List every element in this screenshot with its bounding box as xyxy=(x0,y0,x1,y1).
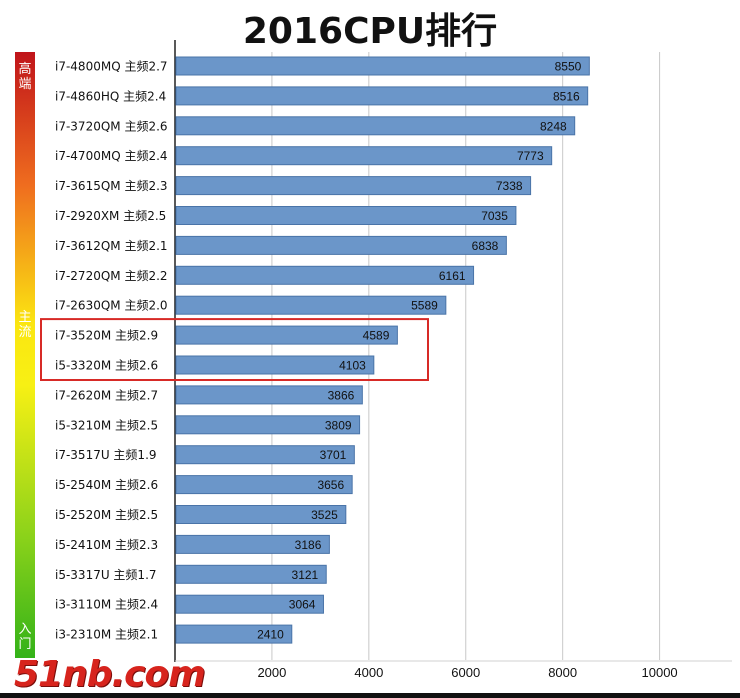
bar-value-label-0: 8550 xyxy=(555,60,582,74)
bar-value-label-9: 4589 xyxy=(363,329,390,343)
bar-value-label-1: 8516 xyxy=(553,89,580,103)
x-tick-label-2000: 2000 xyxy=(257,665,286,680)
category-label-15: i5-2520M 主频2.5 xyxy=(55,508,158,522)
bottom-border xyxy=(0,693,740,698)
highlight-box xyxy=(40,318,429,382)
category-label-12: i5-3210M 主频2.5 xyxy=(55,418,158,432)
category-label-16: i5-2410M 主频2.3 xyxy=(55,538,158,552)
category-label-8: i7-2630QM 主频2.0 xyxy=(55,299,168,313)
bar-value-label-5: 7035 xyxy=(481,209,508,223)
chart-title: 2016CPU排行 xyxy=(242,11,498,52)
bar-3 xyxy=(175,146,553,166)
x-tick-label-4000: 4000 xyxy=(354,665,383,680)
bar-2 xyxy=(175,116,576,136)
bar-value-label-3: 7773 xyxy=(517,149,544,163)
tier-label-high: 高端 xyxy=(18,62,32,92)
category-label-13: i7-3517U 主频1.9 xyxy=(55,448,157,462)
bar-value-label-6: 6838 xyxy=(472,239,499,253)
bar-17 xyxy=(175,564,327,584)
bar-value-label-8: 5589 xyxy=(411,299,438,313)
bar-7 xyxy=(175,265,475,285)
bar-10 xyxy=(175,355,375,375)
x-tick-label-10000: 10000 xyxy=(642,665,678,680)
x-tick-label-8000: 8000 xyxy=(548,665,577,680)
bar-4 xyxy=(175,176,532,196)
bar-value-label-11: 3866 xyxy=(328,388,355,402)
category-label-2: i7-3720QM 主频2.6 xyxy=(55,119,168,133)
bar-6 xyxy=(175,235,507,255)
bar-value-label-19: 2410 xyxy=(257,628,284,642)
tier-label-mid: 主流 xyxy=(18,310,32,340)
category-label-9: i7-3520M 主频2.9 xyxy=(55,329,158,343)
bar-8 xyxy=(175,295,447,315)
bar-value-label-10: 4103 xyxy=(339,359,366,373)
bar-12 xyxy=(175,415,361,435)
tier-label-entry: 入门 xyxy=(18,622,32,652)
category-label-17: i5-3317U 主频1.7 xyxy=(55,568,157,582)
bar-16 xyxy=(175,534,330,554)
bar-18 xyxy=(175,594,324,614)
bar-0 xyxy=(175,56,590,76)
bar-value-label-15: 3525 xyxy=(311,508,338,522)
bar-value-label-17: 3121 xyxy=(292,568,319,582)
watermark-logo: 51nb.com xyxy=(14,654,206,695)
tier-gradient-bar: 高端 主流 入门 xyxy=(15,52,35,658)
bar-value-label-14: 3656 xyxy=(317,478,344,492)
bar-value-label-16: 3186 xyxy=(295,538,322,552)
bar-1 xyxy=(175,86,589,106)
bar-13 xyxy=(175,445,355,465)
bar-value-label-13: 3701 xyxy=(320,448,347,462)
bar-value-label-18: 3064 xyxy=(289,598,316,612)
category-label-0: i7-4800MQ 主频2.7 xyxy=(55,60,168,74)
bar-19 xyxy=(175,624,293,644)
category-label-5: i7-2920XM 主频2.5 xyxy=(55,209,166,223)
category-label-10: i5-3320M 主频2.6 xyxy=(55,359,158,373)
bar-value-label-4: 7338 xyxy=(496,179,523,193)
category-label-7: i7-2720QM 主频2.2 xyxy=(55,269,168,283)
category-label-11: i7-2620M 主频2.7 xyxy=(55,388,158,402)
category-label-3: i7-4700MQ 主频2.4 xyxy=(55,149,168,163)
bar-9 xyxy=(175,325,398,345)
category-label-4: i7-3615QM 主频2.3 xyxy=(55,179,168,193)
category-label-18: i3-3110M 主频2.4 xyxy=(55,598,158,612)
category-label-6: i7-3612QM 主频2.1 xyxy=(55,239,168,253)
bar-15 xyxy=(175,505,347,524)
category-label-1: i7-4860HQ 主频2.4 xyxy=(55,89,166,103)
bar-14 xyxy=(175,475,353,495)
bar-11 xyxy=(175,385,363,405)
bar-value-label-7: 6161 xyxy=(439,269,466,283)
bar-5 xyxy=(175,206,517,225)
category-label-19: i3-2310M 主频2.1 xyxy=(55,628,158,642)
bar-value-label-12: 3809 xyxy=(325,418,352,432)
bar-value-label-2: 8248 xyxy=(540,119,567,133)
x-tick-label-6000: 6000 xyxy=(451,665,480,680)
category-label-14: i5-2540M 主频2.6 xyxy=(55,478,158,492)
